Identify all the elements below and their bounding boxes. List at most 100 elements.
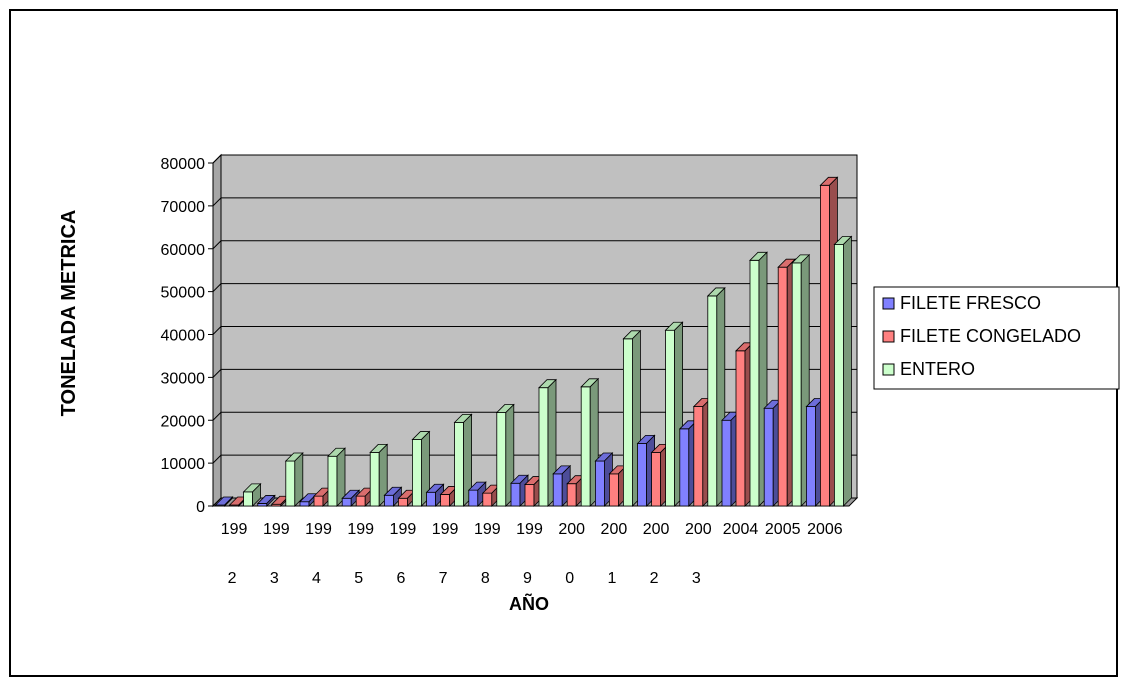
bar-side <box>294 452 304 507</box>
legend-box <box>873 286 1120 390</box>
bar-front <box>735 350 746 507</box>
bar-front <box>609 473 619 507</box>
bars <box>214 176 853 507</box>
x-tick-label: 200 <box>643 521 670 538</box>
bar-front <box>524 484 535 507</box>
gridline-side <box>212 326 222 335</box>
bar-front <box>806 406 816 507</box>
bar-entero-1992 <box>242 482 262 507</box>
bar-front <box>721 419 732 507</box>
bar-front <box>355 495 366 507</box>
y-tick-label: 50000 <box>161 285 206 302</box>
x-tick-label-line2: 2 <box>650 570 659 587</box>
x-tick-label-line2: 2 <box>228 570 237 587</box>
x-tick-label-line2: 3 <box>270 570 279 587</box>
bar-front <box>679 428 690 507</box>
bar-entero-1998 <box>495 403 515 507</box>
bar-front <box>285 460 296 507</box>
y-tick-label: 60000 <box>161 242 206 259</box>
bar-front <box>313 495 324 507</box>
gridline-side <box>212 454 222 464</box>
legend-label: FILETE FRESCO <box>900 293 1041 313</box>
bar-front <box>496 412 507 507</box>
y-tick-label: 40000 <box>161 328 206 345</box>
y-axis-ticks: 0 10000 20000 30000 40000 50000 60000 70000 8000… <box>161 156 206 516</box>
x-tick-label: 199 <box>347 521 374 538</box>
bar-front <box>510 482 521 507</box>
legend-swatch <box>882 363 895 376</box>
x-tick-label-line2: 0 <box>565 570 574 587</box>
x-tick-label-line2: 3 <box>692 570 701 587</box>
x-tick-label-line2: 5 <box>354 570 363 587</box>
x-tick-label-line2: 7 <box>439 570 448 587</box>
bar-entero-1993 <box>284 452 304 507</box>
bar-front <box>299 501 310 507</box>
gridline-side <box>212 197 222 207</box>
bar-side <box>252 482 262 507</box>
legend-swatch <box>882 297 895 310</box>
y-tick-label: 70000 <box>161 199 206 216</box>
bar-filete-fresco-2000 <box>552 464 572 507</box>
x-tick-label: 199 <box>516 521 543 538</box>
y-axis-title: TONELADA METRICA <box>58 210 80 417</box>
gridline-side <box>212 283 222 292</box>
x-tick-label-line2: 1 <box>607 570 616 587</box>
bar-front <box>791 262 802 507</box>
gridline-side <box>212 154 222 164</box>
bar-entero-1997 <box>453 413 473 507</box>
x-tick-label-line2: 6 <box>396 570 405 587</box>
bar-front <box>777 266 788 507</box>
bar-front <box>651 452 661 507</box>
bar-front <box>637 443 647 507</box>
bar-front <box>580 386 591 507</box>
bar-front <box>538 387 549 507</box>
bar-front <box>763 407 774 507</box>
bar-filete-fresco-1993 <box>256 494 276 507</box>
y-tick-label: 80000 <box>161 156 206 173</box>
bar-entero-2000 <box>580 377 600 507</box>
x-tick-label: 200 <box>601 521 628 538</box>
bar-front <box>623 338 633 507</box>
bar-front <box>440 494 451 507</box>
x-tick-label: 199 <box>263 521 290 538</box>
bar-front <box>820 184 830 507</box>
bar-front <box>693 406 704 507</box>
x-tick-label: 2005 <box>765 521 801 538</box>
gridline-side <box>212 369 222 378</box>
x-tick-label-line2: 9 <box>523 570 532 587</box>
bar-front <box>552 473 563 507</box>
bar-front <box>383 494 394 507</box>
bar-front <box>341 497 352 507</box>
y-tick-label: 10000 <box>161 456 206 473</box>
bar-filete-fresco-1992 <box>214 496 234 507</box>
bar-entero-2006 <box>833 235 853 507</box>
bar-entero-1996 <box>411 430 431 507</box>
bar-front <box>665 329 675 507</box>
bar-front <box>411 439 422 507</box>
gridline-side <box>212 411 222 421</box>
x-tick-label-line2: 8 <box>481 570 490 587</box>
bar-front <box>369 452 380 507</box>
bar-side <box>224 496 234 507</box>
x-tick-label: 199 <box>390 521 417 538</box>
x-tick-label: 199 <box>474 521 501 538</box>
y-tick-label: 0 <box>196 499 205 516</box>
bar-entero-1994 <box>327 447 346 507</box>
x-tick-label: 2004 <box>723 521 759 538</box>
bar-front <box>595 460 605 507</box>
legend-label: FILETE CONGELADO <box>900 326 1081 346</box>
x-axis-title: AÑO <box>509 593 549 614</box>
bar-side <box>843 235 852 507</box>
x-tick-label-line2: 4 <box>312 570 321 587</box>
x-tick-label: 199 <box>221 521 248 538</box>
y-tick-label: 20000 <box>161 413 206 430</box>
legend-label: ENTERO <box>900 359 975 379</box>
bar-front <box>482 492 493 507</box>
y-tick-label: 30000 <box>161 370 206 387</box>
legend: FILETE FRESCO FILETE CONGELADO ENTERO <box>873 286 1120 390</box>
x-tick-label: 199 <box>432 521 459 538</box>
x-tick-label: 199 <box>305 521 332 538</box>
x-tick-label: 200 <box>558 521 585 538</box>
legend-swatch <box>882 330 895 343</box>
